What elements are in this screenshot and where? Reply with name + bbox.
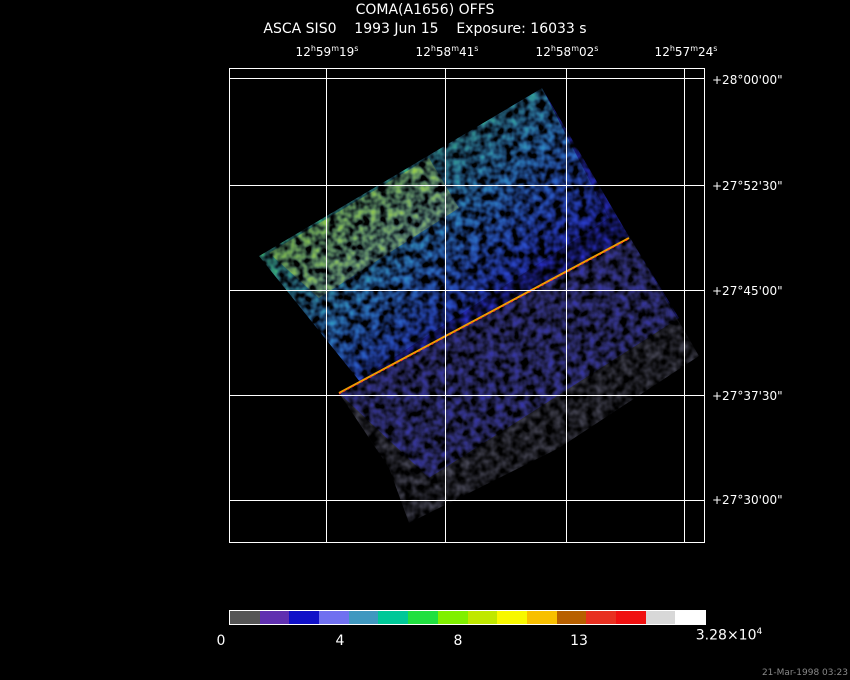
dec-tick-label: +27°37'30" xyxy=(712,389,783,403)
color-swatch xyxy=(230,611,260,624)
image-title: COMA(A1656) OFFS xyxy=(355,2,495,18)
color-scale-bar xyxy=(229,610,706,625)
ra-tick-label: 12h58m02s xyxy=(535,44,599,59)
color-swatch xyxy=(408,611,438,624)
colorbar-label: 13 xyxy=(570,633,588,649)
observation-info: ASCA SIS0 1993 Jun 15 Exposure: 16033 s xyxy=(0,21,850,37)
ra-tick-label: 12h58m41s xyxy=(415,44,479,59)
colorbar-label: 0 xyxy=(216,633,226,649)
ra-tick-label: 12h59m19s xyxy=(295,44,359,59)
coordinate-grid xyxy=(229,68,705,543)
instrument-label: ASCA SIS0 xyxy=(263,21,337,37)
colorbar-max-label: 3.28×104 xyxy=(695,627,763,644)
xray-image-frame xyxy=(229,68,705,543)
color-swatch xyxy=(259,611,290,624)
color-swatch xyxy=(289,611,320,624)
colorbar-label: 8 xyxy=(453,633,463,649)
color-swatch xyxy=(675,611,705,624)
ra-tick-label: 12h57m24s xyxy=(654,44,718,59)
color-swatch xyxy=(615,611,646,624)
detector-image xyxy=(259,88,699,523)
color-swatch xyxy=(319,611,349,624)
dec-tick-label: +28°00'00" xyxy=(712,73,783,87)
color-swatch xyxy=(437,611,468,624)
color-swatch xyxy=(586,611,616,624)
color-swatch xyxy=(497,611,527,624)
color-swatch xyxy=(556,611,587,624)
dec-tick-label: +27°30'00" xyxy=(712,493,783,507)
exposure-label: Exposure: 16033 s xyxy=(456,21,587,37)
observation-date: 1993 Jun 15 xyxy=(354,21,439,37)
timestamp: 21-Mar-1998 03:23 xyxy=(761,668,848,678)
color-swatch xyxy=(378,611,409,624)
colorbar-label: 4 xyxy=(335,633,345,649)
dec-tick-label: +27°45'00" xyxy=(712,284,783,298)
color-swatch xyxy=(526,611,557,624)
color-swatch xyxy=(467,611,498,624)
color-swatch xyxy=(645,611,676,624)
color-swatch xyxy=(348,611,379,624)
dec-tick-label: +27°52'30" xyxy=(712,179,783,193)
